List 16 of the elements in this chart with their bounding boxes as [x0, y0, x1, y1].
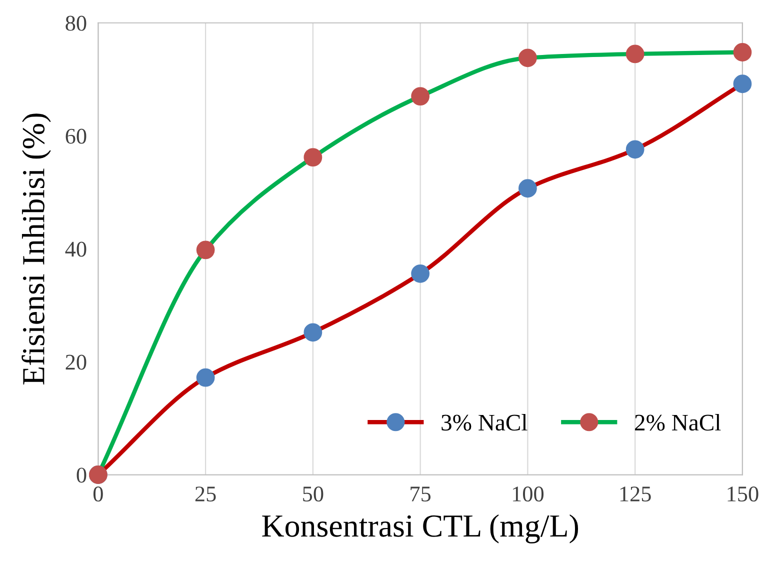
y-tick-label: 0: [76, 468, 86, 483]
y-tick-label: 40: [65, 242, 86, 257]
x-tick-label: 125: [620, 486, 651, 502]
legend-label: 2% NaCl: [635, 414, 721, 431]
legend-label: 3% NaCl: [442, 414, 528, 431]
y-axis-title: Efisiensi Inhibisi (%): [22, 114, 51, 385]
y-tick-label: 80: [66, 16, 86, 31]
y-tick-label: 20: [66, 354, 86, 370]
x-tick-label: 150: [728, 486, 758, 502]
y-tick-label: 60: [66, 128, 86, 144]
x-tick-label: 100: [512, 486, 544, 502]
x-tick-label: 0: [93, 486, 103, 502]
x-tick-label: 50: [303, 486, 324, 502]
x-tick-label: 75: [410, 486, 431, 502]
x-axis-title: Konsentrasi CTL (mg/L): [262, 514, 578, 544]
x-tick-label: 25: [195, 486, 216, 502]
